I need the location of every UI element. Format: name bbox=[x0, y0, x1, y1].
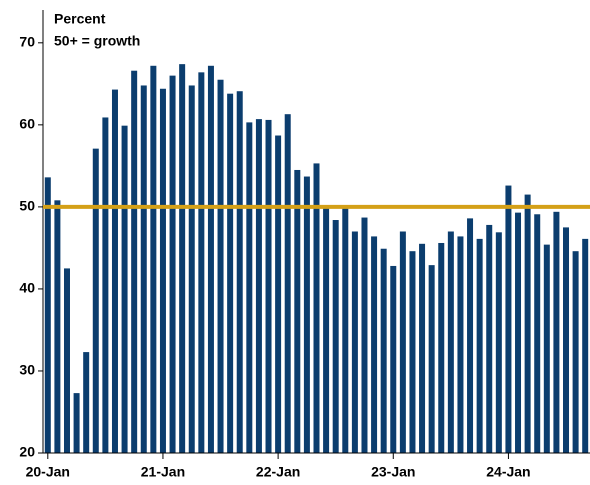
bar bbox=[207, 65, 214, 453]
annotation: 50+ = growth bbox=[54, 33, 140, 49]
bar bbox=[428, 265, 435, 453]
bar bbox=[457, 236, 464, 453]
bar bbox=[198, 72, 205, 453]
bar bbox=[524, 194, 531, 454]
bar bbox=[111, 89, 118, 453]
bar bbox=[140, 85, 147, 454]
bar bbox=[313, 163, 320, 454]
bar bbox=[44, 177, 51, 453]
bar bbox=[505, 185, 512, 453]
bar bbox=[102, 117, 109, 454]
bar bbox=[390, 265, 397, 453]
y-tick-label: 30 bbox=[19, 362, 35, 378]
y-tick-label: 50 bbox=[19, 198, 35, 214]
bar bbox=[83, 352, 90, 453]
bar bbox=[323, 206, 330, 453]
bar bbox=[515, 212, 522, 453]
bar bbox=[217, 79, 224, 454]
annotation: Percent bbox=[54, 11, 106, 27]
bar bbox=[476, 238, 483, 453]
x-tick-label: 24-Jan bbox=[486, 464, 530, 480]
bar bbox=[351, 231, 358, 453]
bar bbox=[486, 224, 493, 453]
bar bbox=[294, 169, 301, 453]
bar bbox=[563, 227, 570, 453]
bar bbox=[275, 135, 282, 453]
x-tick-label: 23-Jan bbox=[371, 464, 415, 480]
bar bbox=[534, 214, 541, 453]
y-tick-label: 70 bbox=[19, 34, 35, 50]
bar bbox=[92, 148, 99, 454]
bar bbox=[380, 248, 387, 453]
bar bbox=[265, 119, 272, 453]
bar bbox=[409, 251, 416, 453]
bar bbox=[419, 243, 426, 453]
bar bbox=[73, 393, 80, 453]
bar bbox=[553, 211, 560, 453]
bar bbox=[361, 217, 368, 453]
x-tick-label: 22-Jan bbox=[256, 464, 300, 480]
x-tick-label: 20-Jan bbox=[26, 464, 70, 480]
bar bbox=[63, 268, 70, 453]
bar bbox=[227, 93, 234, 453]
bar bbox=[246, 122, 253, 453]
bar bbox=[582, 238, 589, 453]
bar bbox=[169, 75, 176, 453]
bar bbox=[121, 125, 128, 453]
y-tick-label: 40 bbox=[19, 280, 35, 296]
bar bbox=[284, 114, 291, 453]
bar bbox=[303, 176, 310, 453]
bar bbox=[332, 220, 339, 453]
bar bbox=[371, 236, 378, 453]
bar bbox=[438, 242, 445, 453]
bar bbox=[236, 91, 243, 453]
bar bbox=[150, 65, 157, 453]
bar bbox=[131, 70, 138, 454]
y-tick-label: 60 bbox=[19, 116, 35, 132]
bar bbox=[54, 200, 61, 453]
bar bbox=[399, 231, 406, 453]
bar bbox=[467, 218, 474, 453]
y-tick-label: 20 bbox=[19, 444, 35, 460]
bar bbox=[447, 231, 454, 453]
bar bbox=[572, 251, 579, 453]
bar bbox=[159, 88, 166, 453]
bar bbox=[342, 208, 349, 453]
bar bbox=[179, 64, 186, 454]
bar bbox=[495, 232, 502, 453]
bar bbox=[255, 119, 262, 454]
bar bbox=[188, 85, 195, 454]
bar bbox=[543, 244, 550, 453]
x-tick-label: 21-Jan bbox=[141, 464, 185, 480]
